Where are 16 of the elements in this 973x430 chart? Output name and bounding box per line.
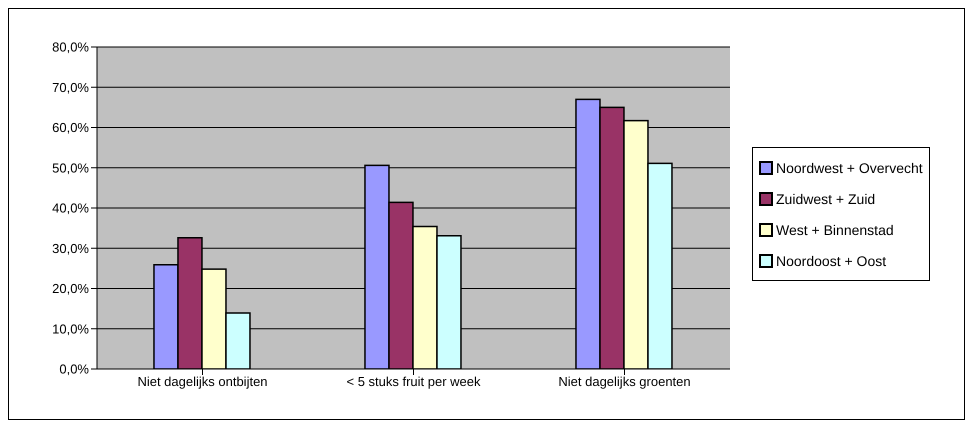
y-tick-label: 10,0% xyxy=(52,321,90,336)
y-tick-label: 30,0% xyxy=(52,240,90,256)
y-tick-label: 40,0% xyxy=(52,200,90,216)
legend-label: Noordoost + Oost xyxy=(776,252,886,268)
y-tick-label: 80,0% xyxy=(52,40,90,55)
y-tick-label: 50,0% xyxy=(52,160,90,176)
x-tick-label: < 5 stuks fruit per week xyxy=(346,374,482,390)
x-tick-label: Niet dagelijks ontbijten xyxy=(137,374,268,390)
y-tick-label: 60,0% xyxy=(52,120,90,136)
x-tick-label: Niet dagelijks groenten xyxy=(558,374,691,390)
y-tick-label: 70,0% xyxy=(52,80,90,95)
y-tick-label: 20,0% xyxy=(52,281,90,296)
y-tick-label: 0,0% xyxy=(59,362,90,377)
legend-label: West + Binnenstad xyxy=(776,222,894,238)
legend-label: Noordwest + Overvecht xyxy=(776,160,923,176)
legend-label: Zuidwest + Zuid xyxy=(776,190,876,206)
